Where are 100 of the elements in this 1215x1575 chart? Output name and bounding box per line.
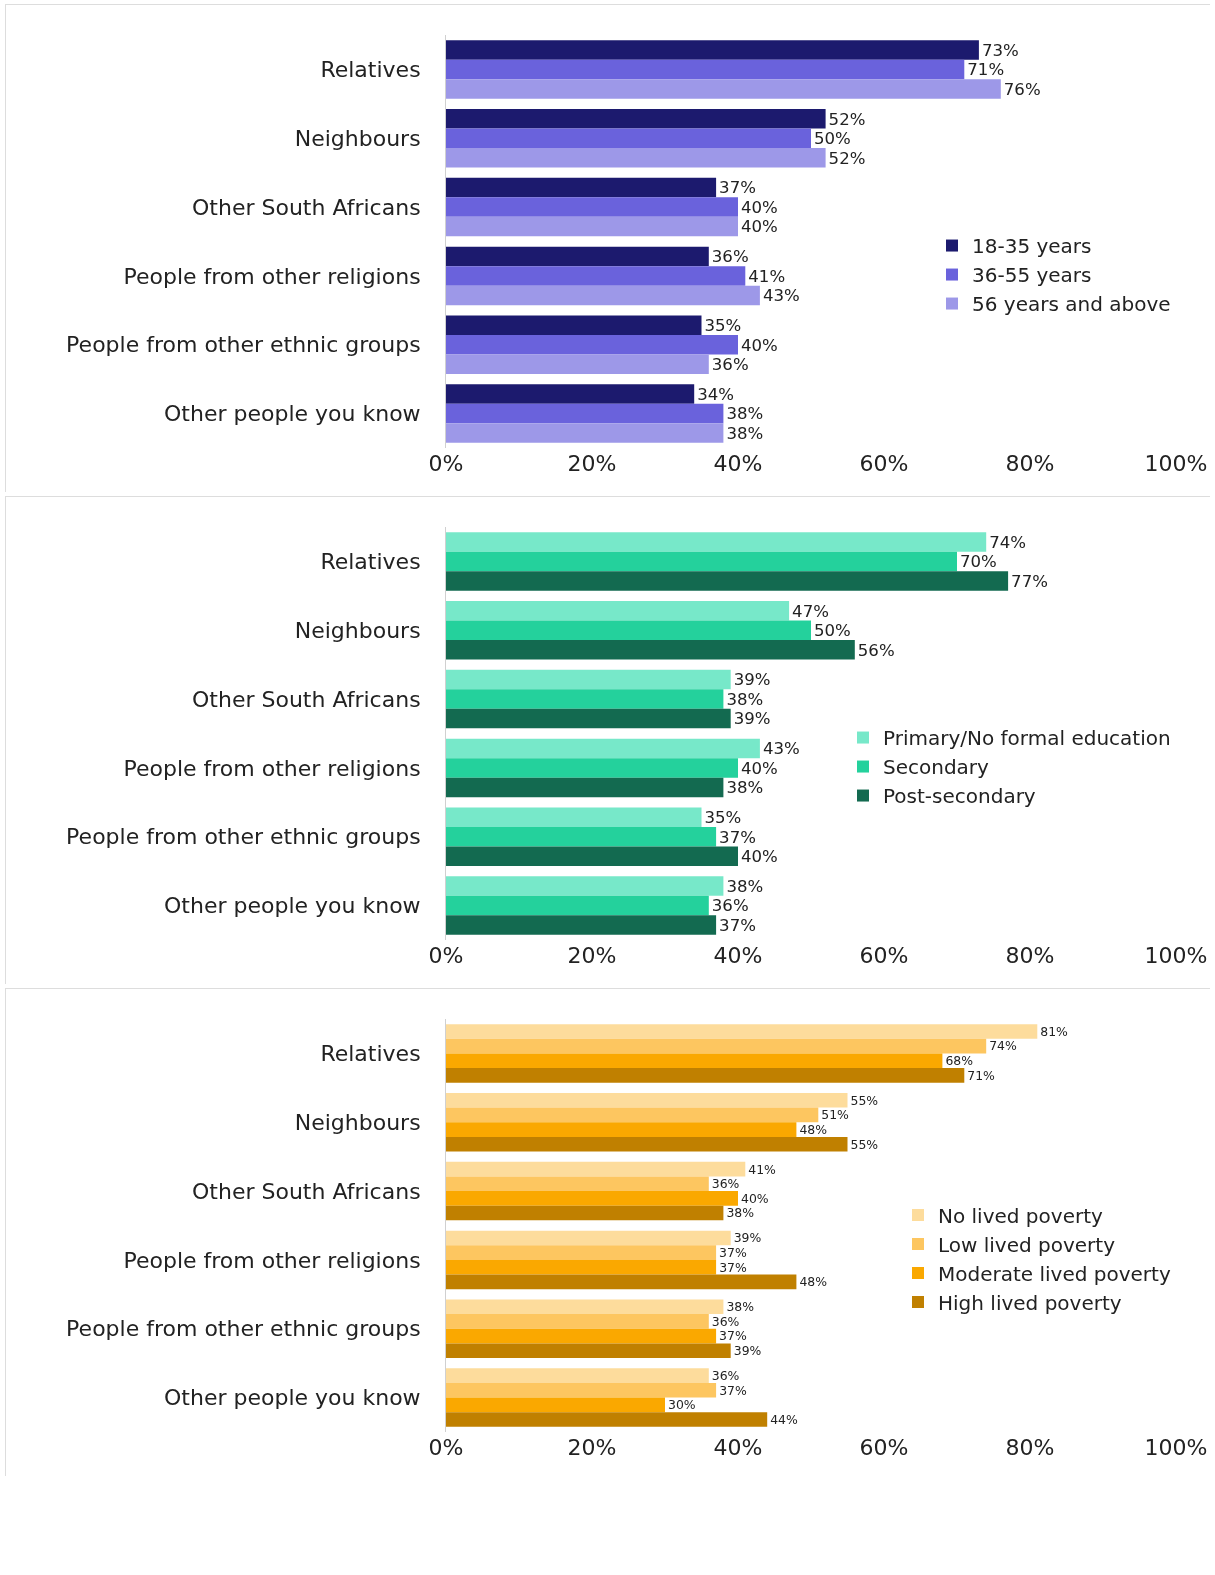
data-label: 36% <box>711 247 749 267</box>
data-label: 77% <box>1011 571 1048 591</box>
y-tick-label: Relatives <box>320 57 421 83</box>
data-label: 38% <box>726 876 764 896</box>
bar <box>446 1343 731 1358</box>
legend-label: No lived poverty <box>938 1203 1103 1228</box>
y-tick-label: People from other ethnic groups <box>66 332 421 358</box>
legend-label: Moderate lived poverty <box>938 1261 1171 1286</box>
data-label: 38% <box>726 778 764 798</box>
data-label: 55% <box>850 1092 879 1108</box>
y-tick-label: Neighbours <box>294 617 421 643</box>
data-label: 76% <box>1003 79 1041 99</box>
bar <box>446 669 731 690</box>
bar <box>446 1259 717 1275</box>
data-label: 40% <box>741 1190 769 1206</box>
bar <box>446 1299 724 1315</box>
data-label: 36% <box>711 355 749 375</box>
data-label: 34% <box>697 384 735 404</box>
data-label: 37% <box>719 915 756 935</box>
bar <box>446 1053 943 1069</box>
bar <box>446 689 724 709</box>
bar <box>446 708 731 729</box>
data-label: 71% <box>967 60 1005 80</box>
data-label: 48% <box>799 1121 828 1137</box>
data-label: 44% <box>770 1411 799 1427</box>
data-label: 40% <box>741 847 778 867</box>
bar <box>446 315 702 335</box>
legend-label: High lived poverty <box>938 1290 1122 1315</box>
data-label: 48% <box>799 1274 828 1290</box>
data-label: 73% <box>981 40 1019 60</box>
data-label: 52% <box>828 148 866 168</box>
data-label: 39% <box>733 670 771 690</box>
data-label: 37% <box>719 1244 747 1260</box>
bar <box>446 915 717 935</box>
bar <box>446 148 826 168</box>
bar <box>446 1093 848 1108</box>
bar <box>446 216 738 237</box>
bar <box>446 285 760 306</box>
x-tick-label: 40% <box>713 943 763 968</box>
x-tick-label: 0% <box>428 1435 464 1460</box>
bar <box>446 197 738 217</box>
data-label: 50% <box>814 621 851 641</box>
data-label: 55% <box>850 1136 879 1152</box>
data-label: 41% <box>748 1161 777 1177</box>
bar <box>446 246 709 267</box>
data-label: 39% <box>733 709 771 729</box>
y-tick-label: People from other religions <box>123 263 421 289</box>
data-label: 35% <box>704 808 742 828</box>
bar <box>446 571 1009 591</box>
y-tick-label: Relatives <box>320 1041 421 1067</box>
y-tick-label: Other people you know <box>164 1385 421 1411</box>
data-label: 37% <box>719 827 756 847</box>
data-label: 38% <box>726 1205 755 1221</box>
x-tick-label: 20% <box>567 451 617 476</box>
x-tick-label: 0% <box>428 943 464 968</box>
data-label: 41% <box>748 266 786 286</box>
bar <box>446 738 760 759</box>
bar <box>446 640 855 660</box>
data-label: 40% <box>741 217 778 237</box>
bar <box>446 758 738 778</box>
legend-label: Primary/No formal education <box>883 726 1171 751</box>
bar <box>446 1191 738 1206</box>
data-label: 70% <box>960 552 997 572</box>
y-tick-label: Neighbours <box>294 125 421 151</box>
bar <box>446 1368 709 1383</box>
data-label: 47% <box>792 601 829 621</box>
data-label: 68% <box>945 1053 974 1069</box>
data-label: 40% <box>741 758 778 778</box>
x-tick-label: 40% <box>713 1435 763 1460</box>
bar <box>446 384 695 404</box>
bar <box>446 403 724 424</box>
data-label: 36% <box>711 1368 740 1384</box>
bar <box>446 423 724 443</box>
x-tick-label: 20% <box>567 1435 617 1460</box>
x-tick-label: 60% <box>859 451 909 476</box>
bar <box>446 109 826 129</box>
y-tick-label: Other South Africans <box>192 686 421 712</box>
bar <box>446 807 702 827</box>
bar <box>446 1382 717 1398</box>
x-tick-label: 80% <box>1005 943 1055 968</box>
data-label: 35% <box>704 316 742 336</box>
data-label: 51% <box>821 1107 850 1123</box>
legend-label: 56 years and above <box>972 292 1171 317</box>
bar <box>446 1230 731 1246</box>
data-label: 37% <box>719 1259 747 1275</box>
bar <box>446 1328 717 1344</box>
y-tick-label: People from other religions <box>123 1247 421 1273</box>
x-tick-label: 0% <box>428 451 464 476</box>
y-tick-label: Other South Africans <box>192 194 421 220</box>
legend-label: 36-55 years <box>972 263 1092 288</box>
bar <box>446 551 957 572</box>
x-tick-label: 20% <box>567 943 617 968</box>
bar <box>446 1314 709 1329</box>
bar <box>446 1205 724 1221</box>
bar <box>446 1038 987 1054</box>
data-label: 71% <box>967 1067 996 1083</box>
bar <box>446 1107 819 1123</box>
data-label: 74% <box>989 532 1027 552</box>
data-label: 38% <box>726 689 764 709</box>
data-label: 36% <box>711 1313 740 1329</box>
